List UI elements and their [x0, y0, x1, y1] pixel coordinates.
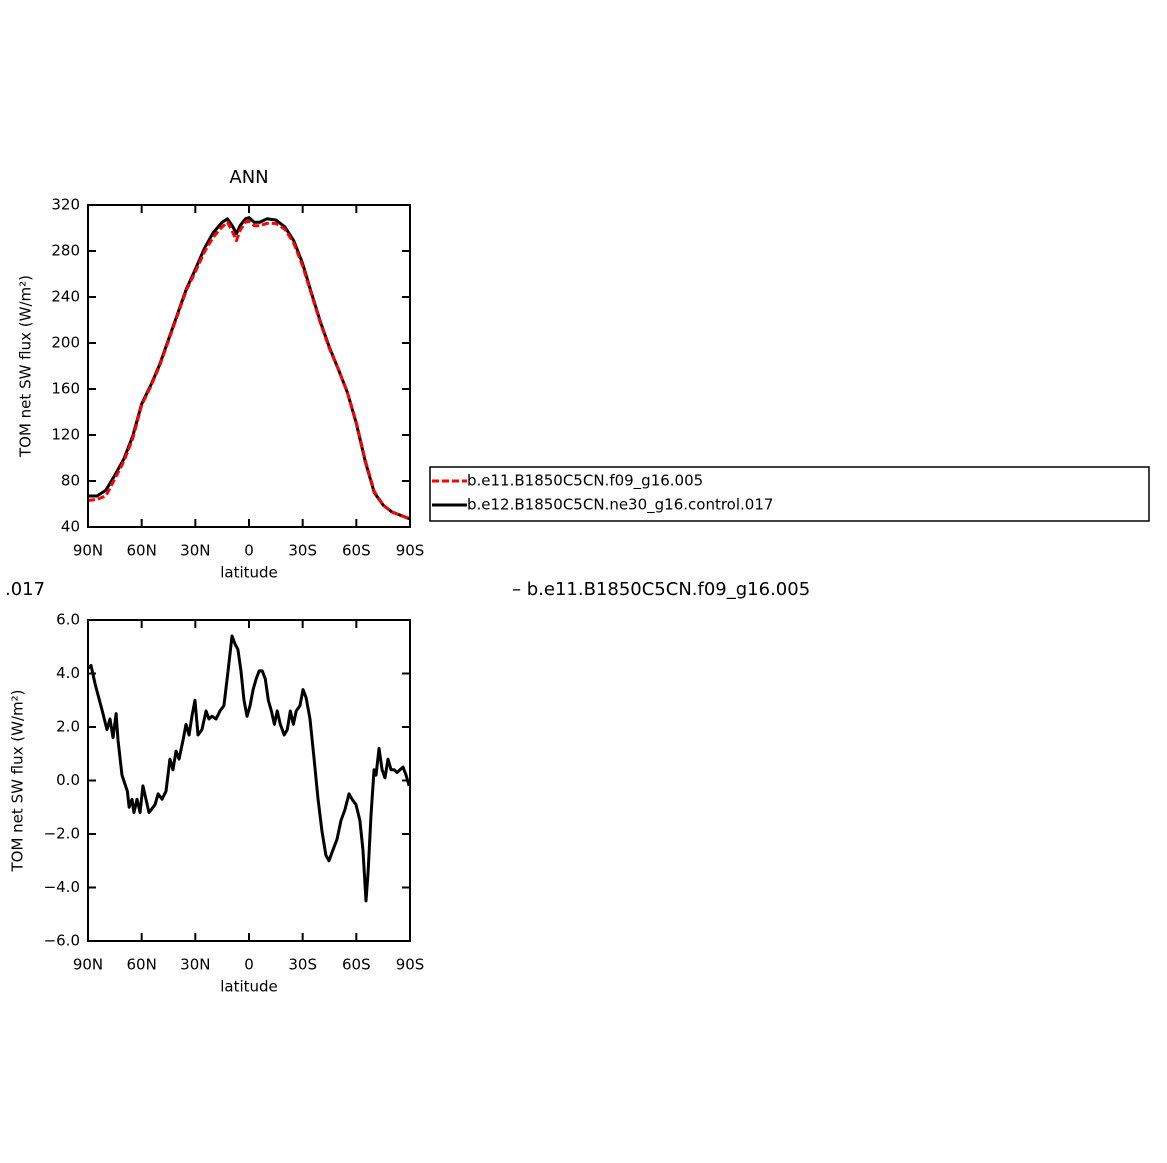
- y-tick-label: 4.0: [56, 664, 80, 682]
- y-tick-label: 0.0: [56, 771, 80, 789]
- legend-label: b.e11.B1850C5CN.f09_g16.005: [467, 472, 703, 491]
- y-tick-label: 160: [51, 380, 80, 398]
- y-tick-label: 2.0: [56, 718, 80, 736]
- series-line: [88, 216, 411, 521]
- x-tick-label: 30S: [288, 956, 317, 974]
- plot-frame: [87, 619, 411, 942]
- x-tick-label: 0: [244, 956, 254, 974]
- y-tick-label: 320: [51, 196, 80, 214]
- series-line: [87, 219, 411, 521]
- legend-label: b.e12.B1850C5CN.ne30_g16.control.017: [467, 496, 773, 515]
- y-tick-label: 240: [51, 288, 80, 306]
- x-tick-label: 90S: [396, 956, 425, 974]
- x-axis-label: latitude: [220, 564, 278, 582]
- y-tick-label: 280: [51, 242, 80, 260]
- x-axis-label: latitude: [220, 978, 278, 996]
- y-axis-label: TOM net SW flux (W/m²): [9, 690, 27, 873]
- y-axis-label: TOM net SW flux (W/m²): [17, 275, 35, 458]
- legend-box: [429, 466, 1150, 522]
- x-tick-label: 90N: [73, 542, 103, 560]
- y-tick-label: 80: [61, 472, 80, 490]
- y-tick-label: −4.0: [44, 878, 80, 896]
- x-tick-label: 30N: [180, 542, 210, 560]
- y-tick-label: −2.0: [44, 825, 80, 843]
- y-tick-label: −6.0: [44, 932, 80, 950]
- x-tick-label: 0: [244, 542, 254, 560]
- chart-title: ANN: [229, 167, 268, 188]
- y-tick-label: 40: [61, 518, 80, 536]
- x-tick-label: 60S: [342, 956, 371, 974]
- x-tick-label: 30S: [288, 542, 317, 560]
- plot-frame: [87, 204, 411, 528]
- title-part: – b.e11.B1850C5CN.f09_g16.005: [512, 579, 810, 600]
- x-tick-label: 60N: [127, 956, 157, 974]
- x-tick-label: 60S: [342, 542, 371, 560]
- x-tick-label: 60N: [127, 542, 157, 560]
- x-tick-label: 90N: [73, 956, 103, 974]
- y-tick-label: 120: [51, 426, 80, 444]
- x-tick-label: 30N: [180, 956, 210, 974]
- x-tick-label: 90S: [396, 542, 425, 560]
- y-tick-label: 200: [51, 334, 80, 352]
- title-part: .017: [5, 579, 45, 600]
- series-line: [87, 634, 411, 903]
- y-tick-label: 6.0: [56, 611, 80, 629]
